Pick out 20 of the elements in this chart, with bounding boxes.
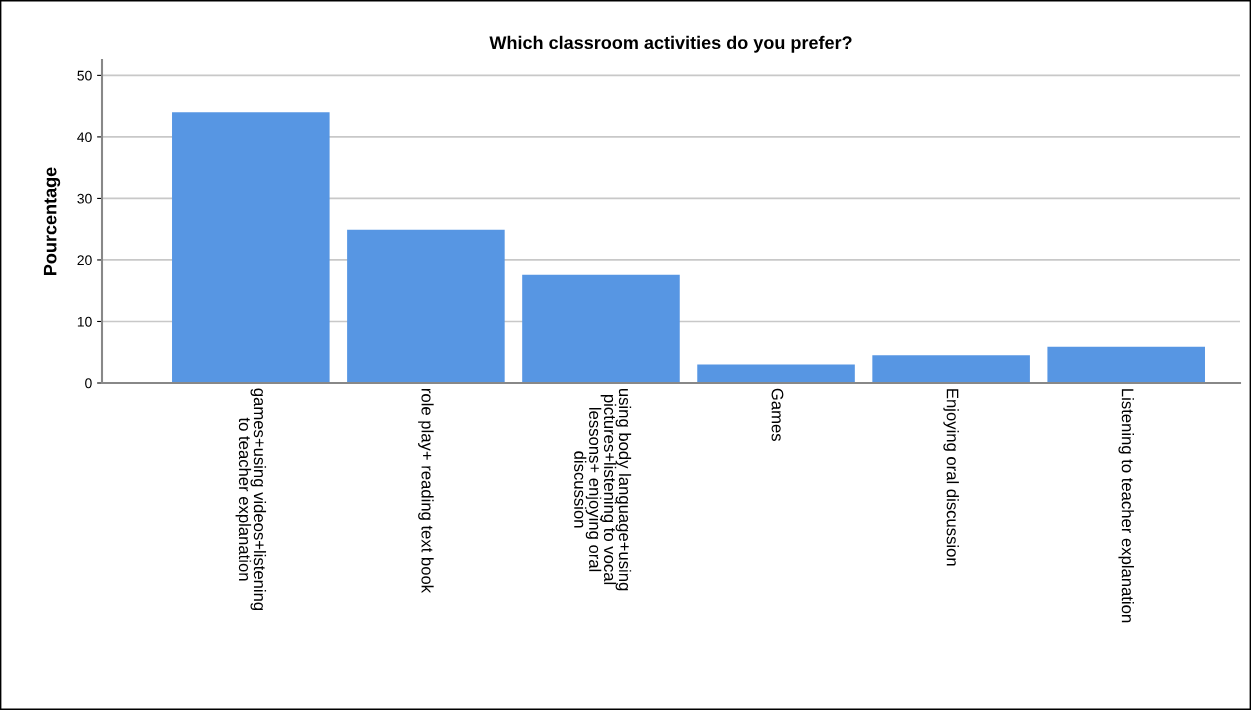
chart-title: Which classroom activities do you prefer? (489, 35, 852, 53)
y-tick-label: 50 (77, 70, 92, 81)
bar (522, 274, 680, 383)
x-tick-label: role play+ reading text book (418, 388, 434, 594)
x-tick-label: games+using videos+listening to teacher explanation (235, 388, 267, 611)
y-tick-label: 10 (77, 316, 92, 327)
bar (172, 112, 330, 383)
bar (1047, 346, 1205, 383)
x-tick-label: Games (771, 388, 784, 441)
y-tick-label: 40 (77, 132, 92, 143)
bar (872, 355, 1030, 383)
bar (697, 364, 855, 383)
x-tick-label: Listening to teacher explanation (1118, 389, 1134, 623)
x-tick-label: using body language+using pictures+listening to vocal lessons+ enjoying oral discussion (574, 388, 632, 591)
bar (347, 229, 505, 383)
y-tick-label: 0 (85, 378, 92, 389)
y-tick-label: 30 (77, 193, 92, 204)
x-tick-label: Enjoying oral discussion (943, 389, 959, 566)
y-tick-label: 20 (77, 255, 92, 266)
y-axis-title: Pourcentage (43, 167, 61, 275)
